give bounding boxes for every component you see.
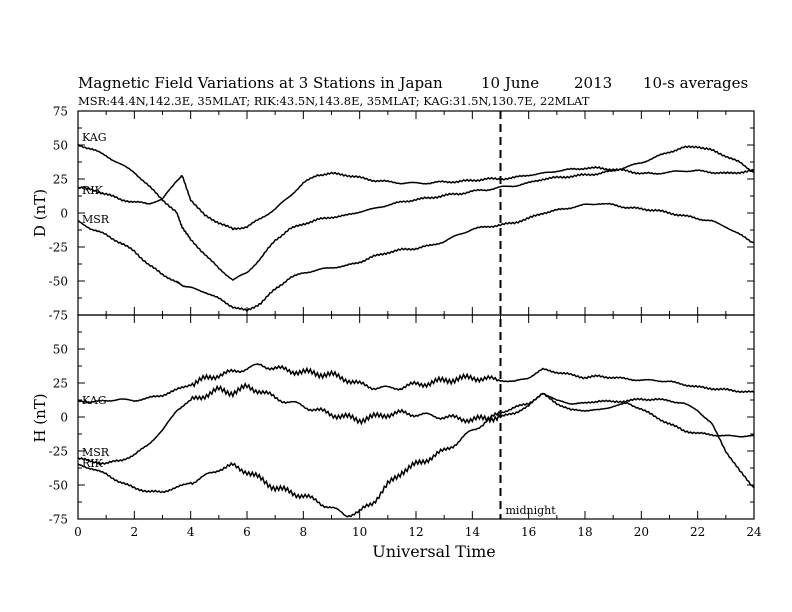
bottom-ytick-label: 25: [53, 377, 68, 391]
top-ytick-label: 25: [53, 173, 68, 187]
xtick-label: 0: [74, 525, 82, 539]
xtick-label: 20: [634, 525, 649, 539]
stations-line: MSR:44.4N,142.3E, 35MLAT; RIK:43.5N,143.…: [78, 94, 590, 108]
top-series-msr: [77, 202, 755, 313]
date-day: 10 June: [481, 74, 539, 92]
xtick-label: 10: [352, 525, 367, 539]
top-ytick-label: -25: [49, 241, 68, 255]
top-series-kag: [77, 143, 755, 282]
top-label-rik: RIK: [82, 184, 104, 197]
bottom-ytick-label: -50: [49, 479, 68, 493]
bottom-label-msr: MSR: [82, 446, 110, 459]
top-series-rik: [77, 165, 755, 231]
top-label-msr: MSR: [82, 213, 110, 226]
bottom-ytick-label: 50: [53, 343, 68, 357]
bottom-frame: [77, 314, 755, 520]
y-axis-label-top: D (nT): [31, 189, 49, 237]
bottom-ytick-label: -75: [49, 513, 68, 527]
bottom-series-rik: [77, 392, 755, 518]
top-ytick-label: -75: [49, 309, 68, 323]
x-axis-label: Universal Time: [372, 542, 495, 561]
bottom-label-kag: KAG: [82, 394, 107, 407]
date-year: 2013: [574, 74, 612, 92]
xtick-label: 2: [131, 525, 139, 539]
xtick-label: 16: [521, 525, 536, 539]
xtick-label: 8: [300, 525, 308, 539]
averaging-label: 10-s averages: [643, 74, 748, 92]
bottom-series-kag: [77, 363, 755, 404]
bottom-ytick-label: 0: [60, 411, 68, 425]
y-axis-label-bottom: H (nT): [31, 393, 49, 442]
xtick-label: 14: [465, 525, 481, 539]
top-ytick-label: -50: [49, 275, 68, 289]
bottom-series-msr: [77, 382, 755, 489]
chart-title: Magnetic Field Variations at 3 Stations …: [78, 74, 443, 92]
xtick-label: 6: [243, 525, 251, 539]
bottom-ytick-label: -25: [49, 445, 68, 459]
top-ytick-label: 75: [53, 105, 68, 119]
top-ytick-label: 50: [53, 139, 68, 153]
top-label-kag: KAG: [82, 131, 107, 144]
xtick-label: 22: [690, 525, 705, 539]
xtick-label: 12: [408, 525, 423, 539]
bottom-label-rik: RIK: [82, 457, 104, 470]
midnight-annotation: midnight: [506, 504, 557, 517]
xtick-label: 4: [187, 525, 195, 539]
xtick-label: 24: [746, 525, 762, 539]
xtick-label: 18: [577, 525, 592, 539]
top-ytick-label: 0: [60, 207, 68, 221]
